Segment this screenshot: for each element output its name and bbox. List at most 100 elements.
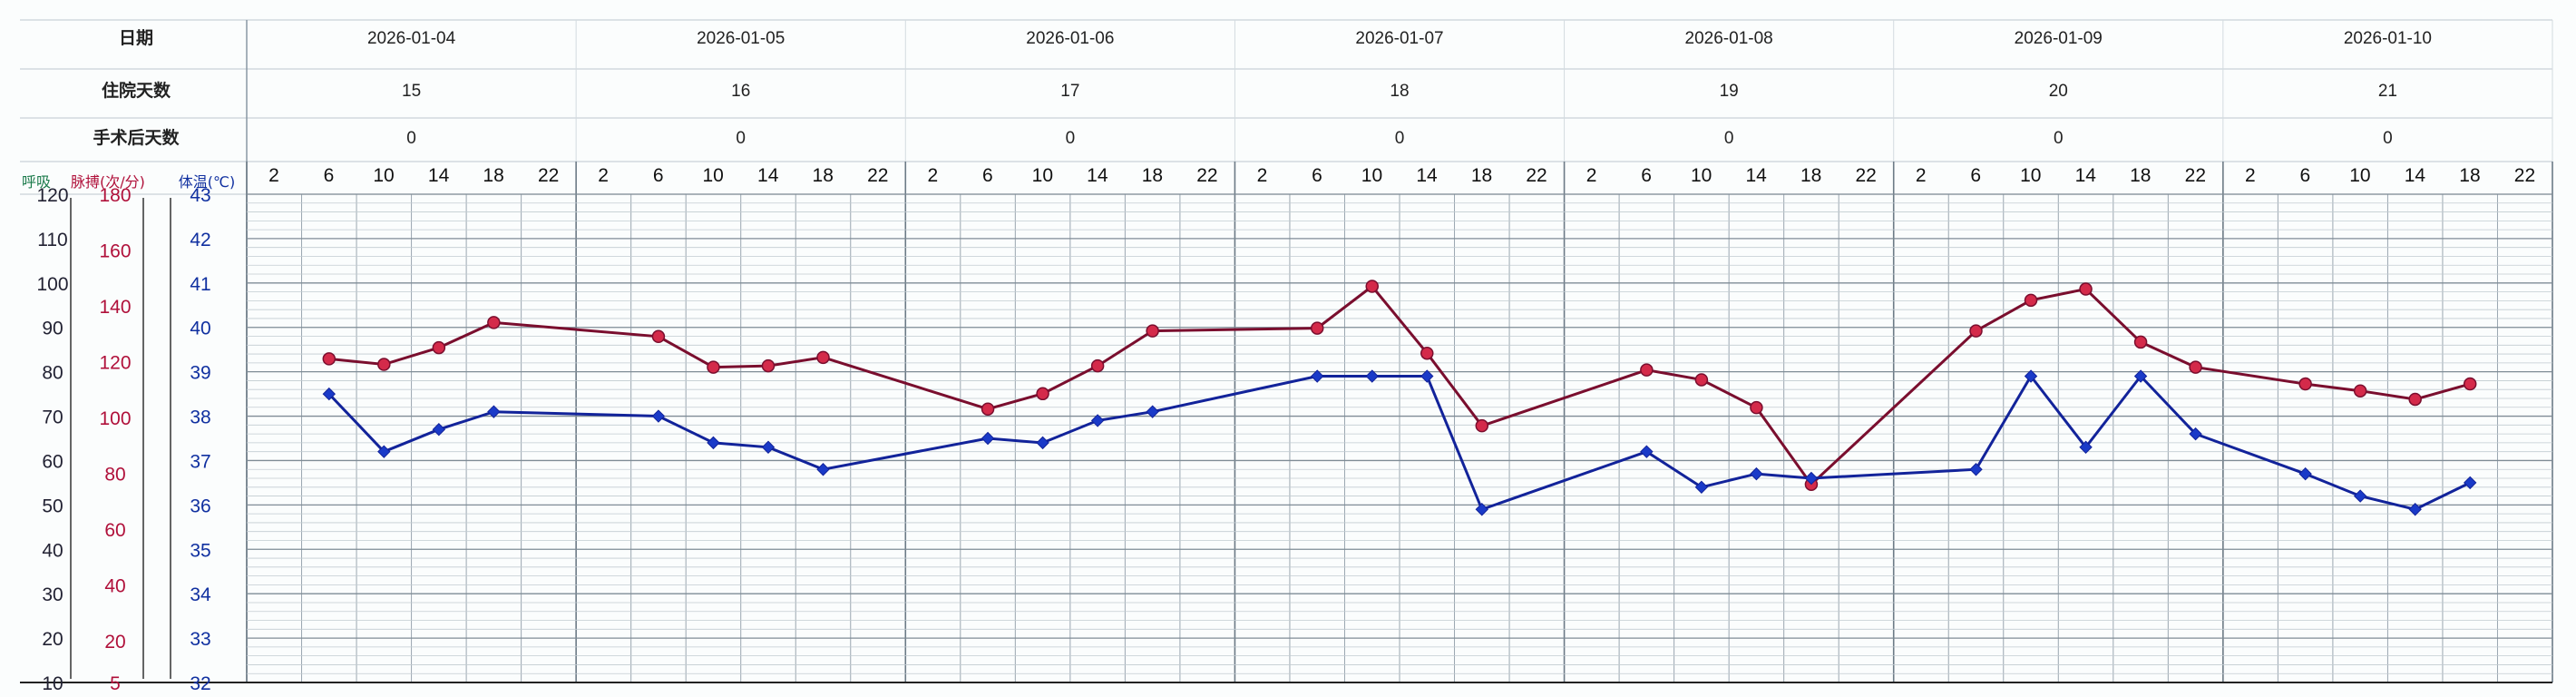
pulse-point	[1640, 363, 1654, 377]
hour-tick-label: 6	[1312, 165, 1322, 186]
temperature-tick-label: 38	[190, 407, 210, 428]
pulse-point	[2408, 392, 2422, 407]
temperature-tick-label: 42	[190, 230, 210, 250]
hour-tick-label: 2	[1586, 165, 1597, 186]
pulse-point	[1310, 321, 1324, 335]
hour-tick-label: 18	[2459, 165, 2480, 186]
hour-tick-label: 6	[1970, 165, 1981, 186]
pulse-tick-label: 40	[104, 575, 125, 596]
respiration-tick-label: 60	[42, 451, 63, 472]
date-cell: 2026-01-05	[697, 29, 785, 48]
hour-tick-label: 10	[2349, 165, 2370, 186]
hour-tick-label: 14	[2405, 165, 2426, 186]
hour-tick-label: 14	[1416, 165, 1438, 186]
temperature-tick-label: 41	[190, 274, 210, 295]
respiration-tick-label: 30	[42, 584, 63, 605]
hour-tick-label: 10	[1691, 165, 1712, 186]
temperature-point	[2024, 369, 2038, 383]
temperature-point	[707, 436, 720, 450]
temperature-point	[1640, 445, 1654, 458]
temperature-point	[761, 440, 776, 454]
hour-tick-label: 14	[1087, 165, 1108, 186]
hospital-days-cell: 20	[2049, 82, 2068, 101]
hospital-days-row-label: 住院天数	[102, 80, 171, 101]
respiration-tick-label: 10	[42, 673, 63, 694]
pulse-point	[1365, 280, 1379, 293]
pulse-point	[651, 329, 666, 344]
pulse-point	[2079, 282, 2093, 296]
post-op-days-row-label: 手术后天数	[93, 127, 180, 148]
hospital-days-cell: 19	[1720, 82, 1739, 101]
grid-lines	[20, 19, 2553, 683]
temperature-point	[1036, 436, 1049, 450]
post-op-days-cell: 0	[1395, 129, 1405, 148]
hospital-days-cell: 15	[402, 82, 421, 101]
pulse-point	[2189, 360, 2202, 374]
hour-tick-label: 6	[1641, 165, 1652, 186]
respiration-tick-label: 120	[36, 185, 68, 206]
header-table: 日期 住院天数 手术后天数 2026-01-04 2026-01-05 2026-0…	[93, 28, 2535, 186]
hour-tick-label: 10	[2020, 165, 2041, 186]
pulse-tick-label: 160	[99, 241, 131, 261]
temperature-tick-label: 43	[190, 185, 210, 206]
temperature-point	[1311, 369, 1324, 383]
hour-tick-label: 22	[1856, 165, 1877, 186]
temperature-point	[432, 423, 446, 437]
temperature-tick-label: 35	[190, 540, 210, 561]
hour-tick-label: 2	[927, 165, 938, 186]
temperature-point	[2298, 466, 2312, 481]
hour-tick-label: 2	[598, 165, 609, 186]
pulse-axis-title: 脉搏(次/分)	[71, 173, 145, 191]
respiration-tick-label: 100	[36, 274, 68, 295]
pulse-tick-label: 60	[104, 520, 125, 541]
hospital-days-cell: 16	[731, 82, 750, 101]
hour-tick-label: 22	[1196, 165, 1217, 186]
hour-tick-label: 2	[1916, 165, 1927, 186]
post-op-days-cell: 0	[2383, 129, 2393, 148]
pulse-tick-label: 20	[104, 632, 125, 653]
pulse-point	[377, 358, 391, 371]
temperature-tick-label: 32	[190, 673, 210, 694]
temperature-point	[1365, 369, 1379, 383]
pulse-tick-label: 140	[99, 297, 131, 318]
hour-tick-label: 18	[1142, 165, 1163, 186]
pulse-point	[2024, 293, 2038, 308]
temperature-tick-label: 33	[190, 629, 210, 650]
pulse-point	[2298, 377, 2312, 391]
respiration-tick-label: 70	[42, 407, 63, 428]
hour-tick-label: 10	[1032, 165, 1053, 186]
pulse-tick-label: 100	[99, 408, 131, 429]
post-op-days-cell: 0	[1066, 129, 1076, 148]
post-op-days-cell: 0	[2054, 129, 2064, 148]
post-op-days-cell: 0	[736, 129, 746, 148]
hospital-days-cell: 17	[1060, 82, 1079, 101]
temperature-point	[2189, 427, 2202, 441]
temperature-point	[1969, 463, 1983, 476]
respiration-tick-label: 50	[42, 496, 63, 516]
temperature-point	[981, 431, 995, 446]
hour-tick-label: 10	[1361, 165, 1382, 186]
y-axes: 呼吸 脉搏(次/分) 体温(℃) 43 42 41 40 39 38 37 36 35 34 33 3…	[22, 173, 235, 694]
pulse-tick-label: 5	[110, 673, 121, 694]
temperature-point	[2408, 503, 2422, 516]
pulse-tick-label: 120	[99, 352, 131, 373]
temperature-point	[2464, 476, 2477, 490]
pulse-point	[816, 350, 830, 365]
respiration-tick-label: 40	[42, 540, 63, 561]
hour-tick-label: 22	[2185, 165, 2206, 186]
date-cell: 2026-01-04	[367, 29, 456, 48]
date-row-label: 日期	[119, 28, 153, 48]
pulse-point	[1036, 387, 1049, 401]
hospital-days-cell: 18	[1390, 82, 1409, 101]
hospital-days-cell: 21	[2378, 82, 2397, 101]
temperature-point	[1146, 405, 1159, 418]
date-cell: 2026-01-06	[1026, 29, 1114, 48]
temperature-point	[1694, 480, 1709, 495]
hour-tick-label: 14	[1745, 165, 1767, 186]
temperature-tick-label: 40	[190, 319, 210, 339]
temperature-tick-label: 37	[190, 451, 210, 472]
temperature-point	[377, 445, 391, 458]
temperature-tick-label: 36	[190, 496, 210, 516]
hour-tick-label: 18	[483, 165, 503, 186]
